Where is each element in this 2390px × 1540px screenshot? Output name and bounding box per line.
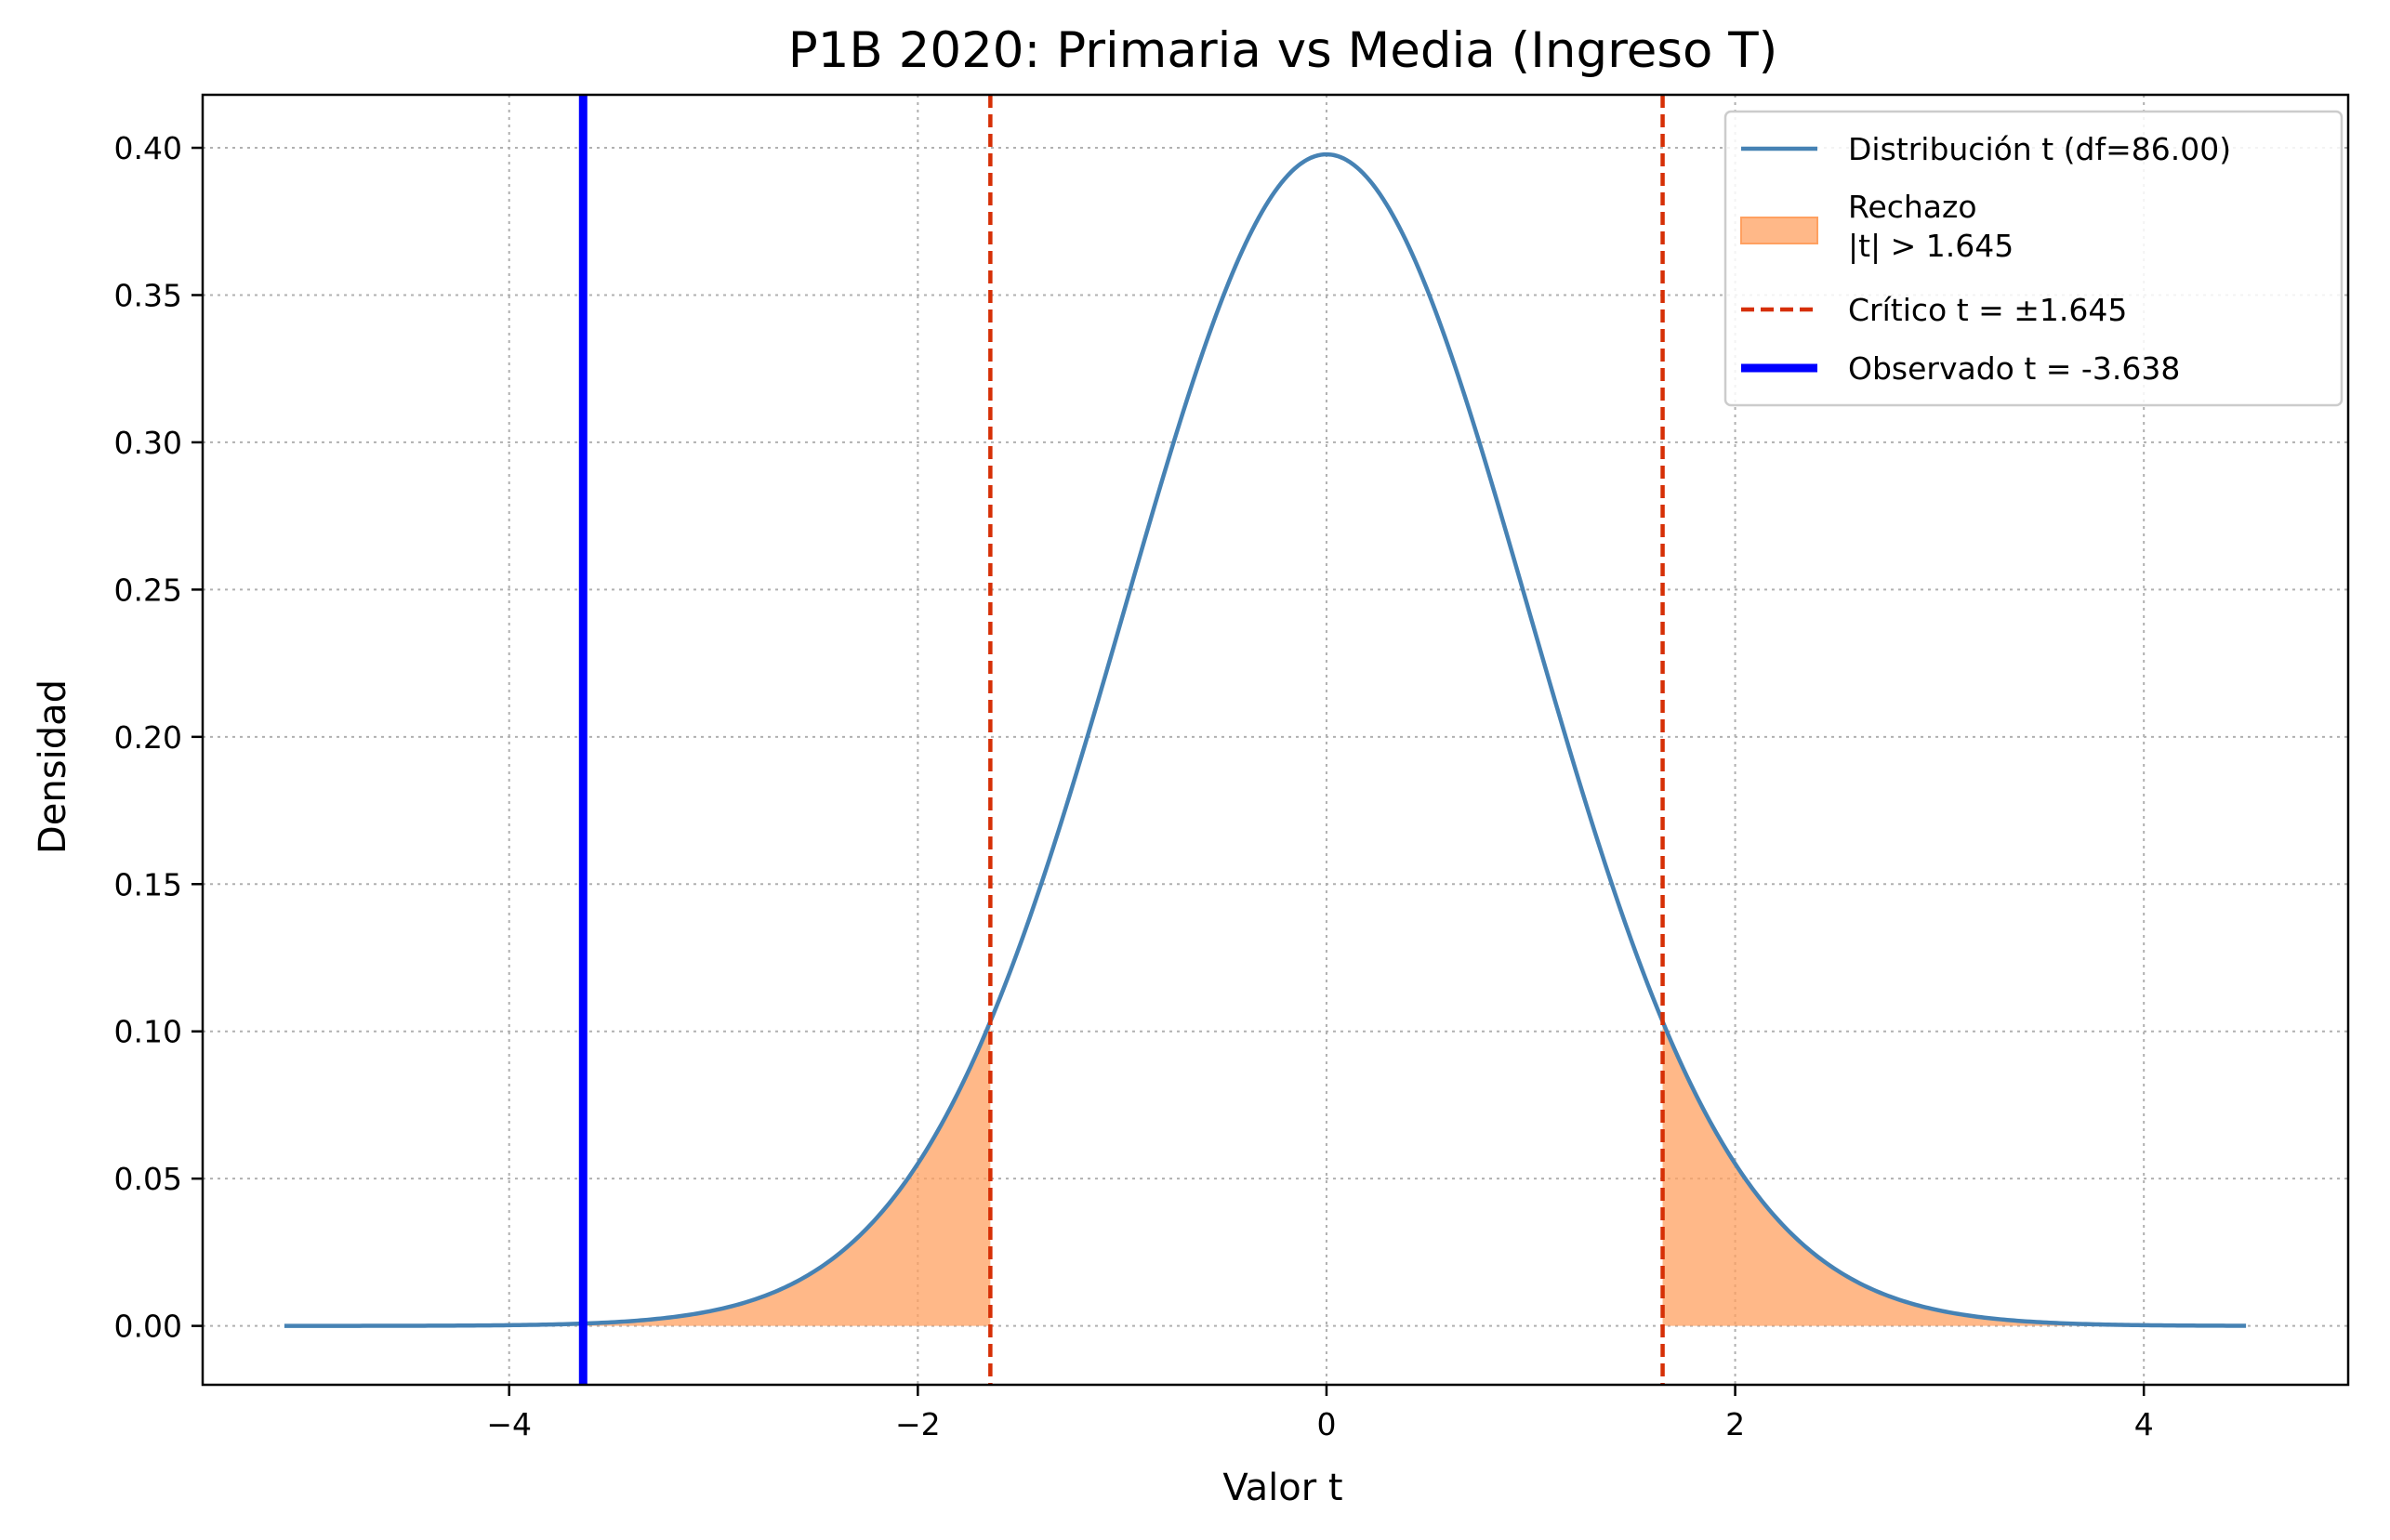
legend-box — [1723, 110, 2344, 407]
legend-label-critical: Crítico t = ±1.645 — [1848, 292, 2127, 328]
chart-title: P1B 2020: Primaria vs Media (Ingreso T) — [788, 22, 1778, 79]
axes-frame — [201, 93, 2350, 1387]
x-tick-label: 2 — [1725, 1406, 1745, 1442]
rejection-region-left — [284, 1021, 991, 1326]
legend: Distribución t (df=86.00) Rechazo |t| > 1.… — [1723, 110, 2344, 407]
x-axis: −4 −2 0 2 4 — [486, 1385, 2154, 1442]
x-axis-label: Valor t — [1222, 1467, 1342, 1509]
x-tick-label: 4 — [2134, 1406, 2154, 1442]
y-tick-label: 0.00 — [114, 1309, 182, 1345]
y-tick-label: 0.35 — [114, 277, 182, 313]
legend-label-distribution: Distribución t (df=86.00) — [1848, 131, 2231, 167]
legend-label-rejection: Rechazo |t| > 1.645 — [1848, 189, 2014, 264]
x-tick-label: −2 — [895, 1406, 941, 1442]
legend-handle-rejection — [1740, 217, 1818, 244]
y-tick-label: 0.25 — [114, 572, 182, 608]
legend-label-observed: Observado t = -3.638 — [1848, 350, 2180, 387]
y-tick-label: 0.30 — [114, 425, 182, 461]
y-tick-label: 0.40 — [114, 130, 182, 166]
x-tick-label: 0 — [1316, 1406, 1336, 1442]
y-axis: 0.00 0.05 0.10 0.15 0.20 0.25 0.30 0.35 0.40 — [114, 130, 203, 1345]
plot-area — [284, 95, 2247, 1385]
y-tick-label: 0.05 — [114, 1161, 182, 1197]
y-tick-label: 0.15 — [114, 866, 182, 902]
y-tick-label: 0.20 — [114, 719, 182, 756]
y-tick-label: 0.10 — [114, 1014, 182, 1050]
x-tick-label: −4 — [486, 1406, 532, 1442]
distribution-curve — [284, 151, 2247, 1328]
y-axis-label: Densidad — [32, 679, 74, 854]
